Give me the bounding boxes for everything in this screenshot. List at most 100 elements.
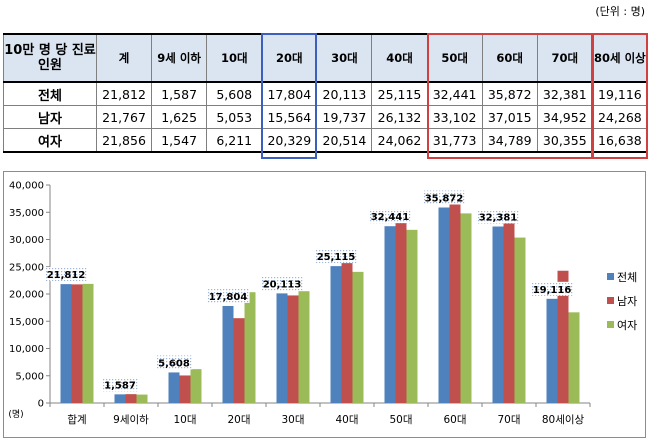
bar-남자 (557, 270, 569, 403)
table-cell: 5,053 (206, 105, 263, 129)
col-header: 70대 (536, 33, 593, 83)
y-tick-label: 15,000 (9, 317, 44, 328)
y-tick-label: 40,000 (9, 181, 44, 192)
x-tick-label: 합계 (67, 414, 86, 426)
bar-여자 (514, 237, 526, 403)
table-cell: 19,116 (591, 81, 648, 106)
data-label: 20,113 (263, 279, 302, 290)
bar-전체 (384, 226, 396, 403)
x-tick-label: 20대 (227, 414, 250, 426)
bar-chart: 0 5,000 10,000 15,000 20,000 25,000 30,000 35,0… (8, 181, 637, 427)
table-cell: 1,625 (151, 105, 208, 129)
x-tick-label: 40대 (335, 414, 358, 426)
table-cell: 20,514 (316, 128, 373, 153)
y-tick-label: 20,000 (9, 290, 44, 301)
data-label: 17,804 (209, 292, 248, 303)
table-cell: 5,608 (206, 81, 263, 106)
x-tick-label: 30대 (281, 414, 304, 426)
table-cell: 17,804 (261, 81, 318, 106)
chart-frame: 0 5,000 10,000 15,000 20,000 25,000 30,000 35,0… (3, 171, 646, 438)
col-header: 10대 (206, 33, 263, 83)
y-tick-label: 35,000 (9, 208, 44, 219)
x-tick-label: 50대 (389, 414, 412, 426)
table-cell: 21,856 (95, 128, 153, 153)
table-cell: 1,587 (151, 81, 208, 106)
data-label-box (476, 209, 520, 224)
x-tick-label: 60대 (443, 414, 466, 426)
table-cell: 26,132 (371, 105, 428, 129)
stats-table: 10만 명 당 진료인원 계 9세 이하 10대 20대 30대 40대 50대… (3, 33, 648, 153)
legend-swatch (607, 297, 614, 304)
table-cell: 20,113 (316, 81, 373, 106)
data-label-box (314, 249, 358, 264)
data-label: 1,587 (104, 380, 136, 391)
table-cell: 20,329 (261, 128, 318, 153)
data-label: 32,441 (371, 212, 410, 223)
col-header: 80세 이상 (591, 33, 648, 83)
table-cell: 34,789 (481, 128, 538, 153)
bar-남자 (503, 212, 515, 403)
y-tick-label: 25,000 (9, 262, 44, 273)
table-cell: 21,812 (95, 81, 153, 106)
table-cell: 16,638 (591, 128, 648, 153)
y-tick-label: 0 (38, 399, 44, 410)
y-tick-label: 10,000 (9, 344, 44, 355)
col-header: 60대 (481, 33, 538, 83)
table-cell: 35,872 (481, 81, 538, 106)
x-tick-label: 9세이하 (113, 413, 149, 426)
col-header: 20대 (261, 33, 318, 83)
table-cell: 31,773 (426, 128, 483, 153)
bar-남자 (233, 318, 245, 403)
table-cell: 33,102 (426, 105, 483, 129)
bar-여자 (568, 312, 580, 403)
table-cell: 24,268 (591, 105, 648, 129)
row-label: 전체 (3, 81, 97, 106)
bar-전체 (438, 207, 450, 403)
table-cell: 37,015 (481, 105, 538, 129)
data-label-box (530, 281, 574, 296)
table-cell: 19,737 (316, 105, 373, 129)
data-label-box (206, 288, 250, 303)
y-tick-label: 5,000 (15, 371, 44, 382)
bar-여자 (82, 283, 94, 403)
y-unit-label: (명) (8, 409, 23, 420)
x-tick-label: 70대 (497, 414, 520, 426)
bar-전체 (492, 226, 504, 403)
legend-label: 여자 (617, 319, 637, 332)
bar-여자 (190, 369, 202, 403)
table-cell: 21,767 (95, 105, 153, 129)
data-label: 25,115 (317, 252, 356, 263)
table-row: 전체 21,812 1,587 5,608 17,804 20,113 25,1… (3, 81, 648, 106)
legend-label: 전체 (617, 271, 637, 284)
bar-여자 (244, 292, 256, 403)
col-header: 40대 (371, 33, 428, 83)
unit-note: (단위 : 명) (595, 5, 645, 18)
table-cell: 32,381 (536, 81, 593, 106)
data-label: 35,872 (425, 193, 464, 204)
table-cell: 6,211 (206, 128, 263, 153)
data-label: 5,608 (158, 358, 190, 369)
table-cell: 15,564 (261, 105, 318, 129)
col-header: 9세 이하 (151, 33, 208, 83)
data-label: 21,812 (47, 270, 86, 281)
table-cell: 34,952 (536, 105, 593, 129)
table-row: 남자 21,767 1,625 5,053 15,564 19,737 26,1… (3, 105, 648, 129)
data-label-box (155, 355, 193, 370)
table-cell: 32,441 (426, 81, 483, 106)
legend-swatch (607, 321, 614, 328)
bar-전체 (276, 293, 288, 403)
table-cell: 1,547 (151, 128, 208, 153)
bar-남자 (71, 284, 83, 403)
bar-여자 (460, 213, 472, 403)
data-label-box (422, 190, 466, 205)
x-tick-label: 10대 (173, 414, 196, 426)
col-header: 50대 (426, 33, 483, 83)
y-tick-label: 30,000 (9, 235, 44, 246)
x-tick-label: 80세이상 (542, 414, 585, 426)
table-cell: 25,115 (371, 81, 428, 106)
bar-전체 (546, 298, 558, 403)
table-row: 여자 21,856 1,547 6,211 20,329 20,514 24,0… (3, 128, 648, 153)
data-label: 32,381 (479, 213, 518, 224)
table-cell: 24,062 (371, 128, 428, 153)
legend-swatch (607, 273, 614, 280)
